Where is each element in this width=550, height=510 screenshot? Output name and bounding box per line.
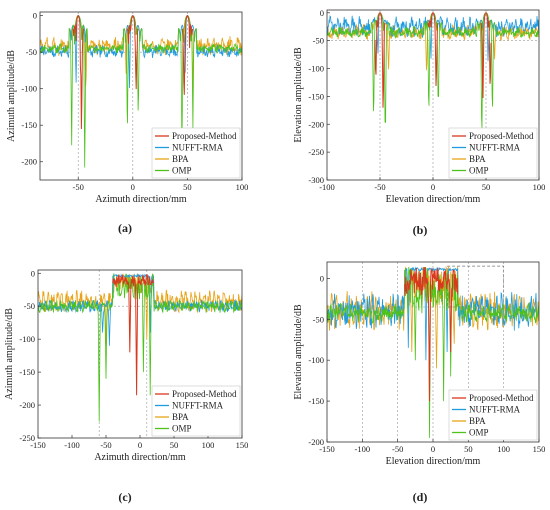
chart-panel-2: -150 -100 -50 0 50 100 150 0 -50 -100 -150 -200 -250… <box>4 268 248 504</box>
plot-frame <box>39 11 243 181</box>
x-tick-label: 100 <box>533 182 546 192</box>
panel-label: (c) <box>118 490 131 504</box>
x-axis-label: Elevation direction/mm <box>386 456 481 467</box>
x-tick-label: 0 <box>131 182 135 192</box>
series-group <box>38 273 242 422</box>
legend-entry: NUFFT-RMA <box>469 143 521 153</box>
series-proposed <box>404 267 459 402</box>
x-tick-label: 150 <box>236 440 249 450</box>
legend-entry: OMP <box>172 424 192 434</box>
chart-panel-3: -150 -100 -50 0 50 100 1500-50-100-150-200Elev… <box>293 261 546 504</box>
x-tick-label: -50 <box>374 182 385 192</box>
y-tick-label: -250 <box>19 433 35 443</box>
y-tick-label: -150 <box>19 367 35 377</box>
x-tick-label: -50 <box>100 440 111 450</box>
x-tick-label: 0 <box>431 444 435 454</box>
x-tick-label: 100 <box>202 440 215 450</box>
y-tick-label: -50 <box>313 36 324 46</box>
x-tick-label: 50 <box>464 444 473 454</box>
legend-entry: Proposed-Method <box>172 389 237 399</box>
panel-label: (a) <box>118 221 132 235</box>
y-tick-label: -150 <box>308 91 324 101</box>
y-tick-label: -200 <box>19 400 35 410</box>
legend-entry: BPA <box>469 416 486 426</box>
x-tick-label: -100 <box>319 182 335 192</box>
series-nufft <box>38 273 242 346</box>
series-group <box>327 12 539 129</box>
x-tick-label: 0 <box>431 182 435 192</box>
series-bpa <box>40 15 242 91</box>
y-axis-label: Azimuth amplitude/dB <box>4 308 15 400</box>
y-tick-label: -50 <box>313 314 324 324</box>
y-tick-label: -200 <box>21 157 37 167</box>
legend-entry: Proposed-Method <box>469 393 534 403</box>
series-proposed <box>374 12 492 108</box>
legend-entry: OMP <box>469 428 489 438</box>
y-axis-label: Elevation amplitude/dB <box>293 304 304 400</box>
series-omp <box>327 266 539 438</box>
x-tick-label: 50 <box>170 440 179 450</box>
x-axis-label: Azimuth direction/mm <box>94 452 186 463</box>
y-tick-label: -250 <box>308 147 324 157</box>
series-group <box>40 15 242 168</box>
chart-panel-1: -100 -50 0 50 100 0 -50 -100 -150 -200 -250 -300 Ele… <box>293 8 545 237</box>
y-tick-label: -100 <box>308 355 324 365</box>
y-tick-label: -50 <box>26 47 37 57</box>
series-omp <box>40 15 242 168</box>
legend-entry: Proposed-Method <box>469 131 534 141</box>
series-nufft <box>327 266 539 361</box>
legend-entry: OMP <box>172 166 192 176</box>
x-tick-label: -100 <box>355 444 371 454</box>
y-tick-label: -100 <box>19 334 35 344</box>
legend-entry: Proposed-Method <box>172 131 237 141</box>
x-tick-label: -100 <box>64 440 80 450</box>
y-tick-label: -300 <box>308 175 324 185</box>
legend-entry: NUFFT-RMA <box>469 405 521 415</box>
x-tick-label: -150 <box>319 444 335 454</box>
legend-entry: NUFFT-RMA <box>172 401 224 411</box>
y-tick-label: 0 <box>31 268 35 278</box>
y-tick-label: -150 <box>21 120 37 130</box>
x-tick-label: 50 <box>482 182 491 192</box>
x-tick-label: 0 <box>138 440 142 450</box>
x-axis-label: Azimuth direction/mm <box>95 194 187 205</box>
y-tick-label: 0 <box>320 8 324 18</box>
y-tick-label: -150 <box>308 396 324 406</box>
legend-entry: BPA <box>172 412 189 422</box>
y-tick-label: 0 <box>320 273 324 283</box>
x-tick-label: 150 <box>533 444 546 454</box>
y-tick-label: -50 <box>24 301 35 311</box>
x-axis-label: Elevation direction/mm <box>386 194 481 205</box>
y-tick-label: 0 <box>33 11 37 21</box>
series-group <box>327 266 539 438</box>
chart-panel-0: -50 0 50 100 0 -50 -100 -150 -200 Azimuth directi… <box>6 11 248 235</box>
legend-entry: BPA <box>172 154 189 164</box>
x-tick-label: -50 <box>392 444 403 454</box>
y-tick-label: -200 <box>308 437 324 447</box>
series-proposed <box>112 274 155 396</box>
x-tick-label: 100 <box>497 444 510 454</box>
y-axis-label: Azimuth amplitude/dB <box>6 50 17 142</box>
y-tick-label: -100 <box>21 84 37 94</box>
legend-entry: BPA <box>469 154 486 164</box>
x-tick-label: -150 <box>30 440 46 450</box>
x-tick-label: 50 <box>183 182 192 192</box>
series-proposed <box>72 15 194 130</box>
panel-label: (d) <box>413 490 428 504</box>
panel-label: (b) <box>413 223 428 237</box>
y-tick-label: -200 <box>308 119 324 129</box>
legend-entry: NUFFT-RMA <box>172 143 224 153</box>
series-omp <box>38 273 242 422</box>
x-tick-label: -50 <box>73 182 84 192</box>
legend-entry: OMP <box>469 166 489 176</box>
y-axis-label: Elevation amplitude/dB <box>293 47 304 143</box>
y-tick-label: -100 <box>308 64 324 74</box>
x-tick-label: 100 <box>236 182 249 192</box>
